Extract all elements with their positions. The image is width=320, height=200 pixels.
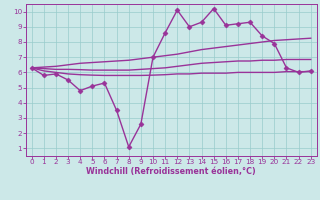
X-axis label: Windchill (Refroidissement éolien,°C): Windchill (Refroidissement éolien,°C)	[86, 167, 256, 176]
